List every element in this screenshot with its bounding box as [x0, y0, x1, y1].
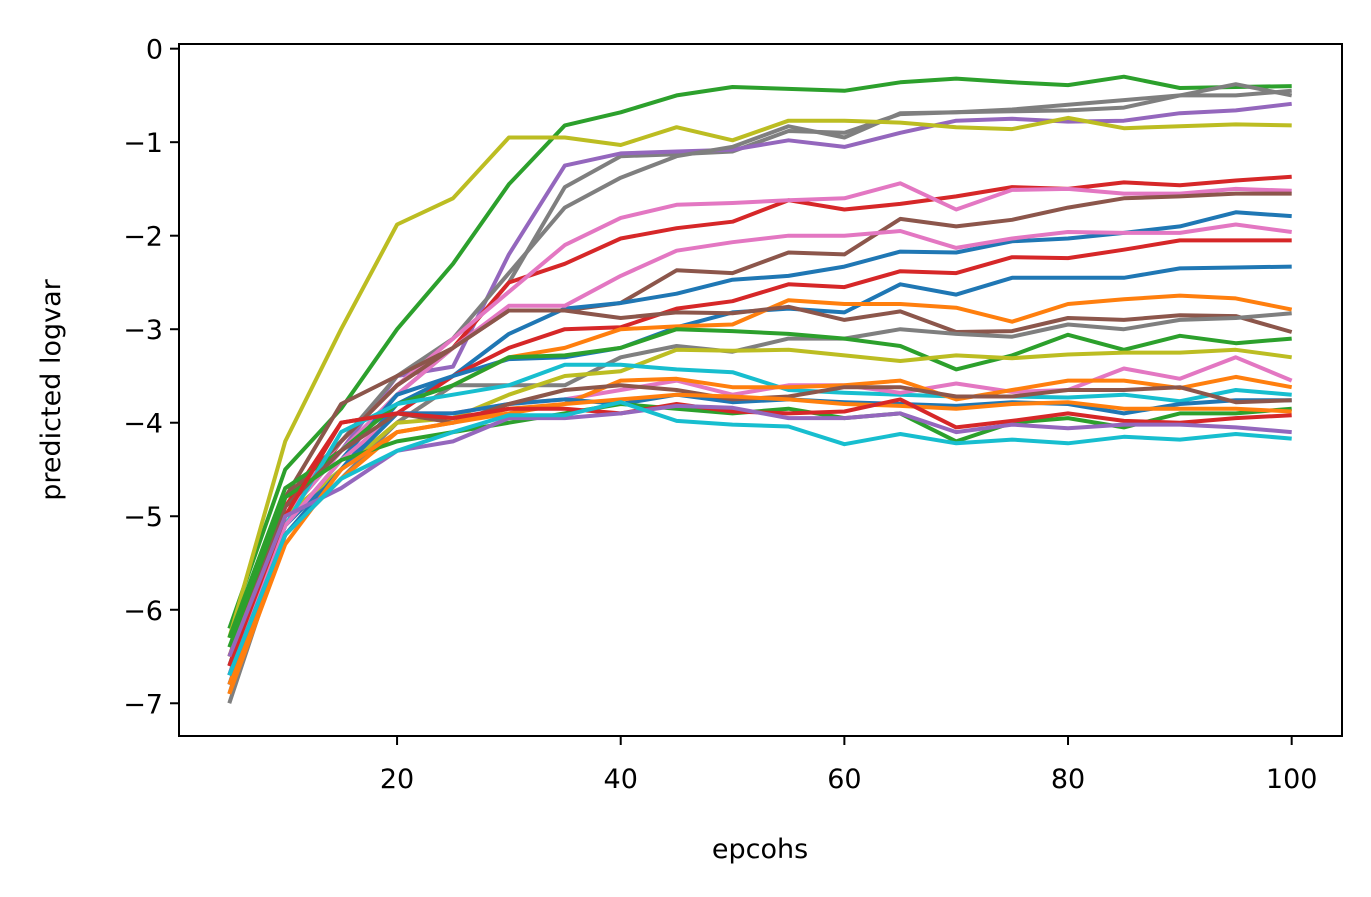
series-line-1 [227, 74, 1292, 630]
y-tick-label: −5 [123, 502, 163, 533]
series-line-17 [227, 347, 1292, 658]
series-line-24 [227, 392, 1292, 695]
x-tick-label: 40 [604, 764, 638, 795]
series-line-27 [227, 400, 1292, 676]
x-tick-label: 60 [827, 764, 861, 795]
plot-area-frame [178, 43, 1343, 737]
y-tick-label: −2 [123, 222, 163, 253]
series-line-14 [227, 304, 1293, 667]
x-axis-ticks: 20 40 60 80 100 [380, 736, 1318, 795]
y-tick-label: −4 [123, 409, 163, 440]
y-tick-label: −3 [123, 315, 163, 346]
series-line-18 [227, 362, 1292, 667]
y-tick-label: 0 [146, 35, 163, 66]
y-axis-label: predicted logvar [36, 278, 67, 500]
series-lines [227, 74, 1293, 704]
x-tick-label: 80 [1051, 764, 1085, 795]
y-tick-label: −1 [123, 128, 163, 159]
series-line-13 [227, 293, 1293, 695]
x-tick-label: 100 [1266, 764, 1318, 795]
x-axis-label: epcohs [712, 834, 808, 865]
series-line-3 [227, 101, 1292, 686]
y-tick-label: −7 [123, 689, 163, 720]
y-axis-ticks: 0 −1 −2 −3 −4 −5 −6 −7 [123, 35, 179, 720]
x-tick-label: 20 [380, 764, 414, 795]
series-line-10 [227, 222, 1292, 667]
series-line-11 [227, 238, 1292, 658]
series-line-16 [227, 327, 1292, 639]
series-line-5 [227, 115, 1292, 639]
y-tick-label: −6 [123, 596, 163, 627]
series-line-8 [227, 191, 1292, 658]
